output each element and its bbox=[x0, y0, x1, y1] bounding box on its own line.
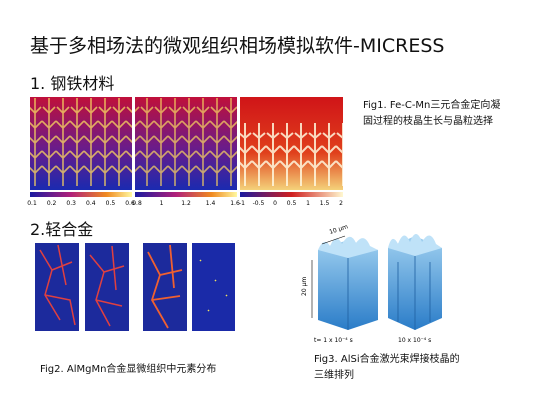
colorbar-label: 1.2 bbox=[181, 200, 191, 207]
colorbar-label: -0.5 bbox=[253, 200, 265, 207]
colorbar-label: 0 bbox=[273, 200, 277, 207]
colorbar-label: 0.5 bbox=[287, 200, 297, 207]
colorbar-label: 0.3 bbox=[66, 200, 76, 207]
colorbar-label: 0.2 bbox=[47, 200, 57, 207]
colorbar-label: 0.6 bbox=[125, 200, 135, 207]
fig3-time-left: t= 1 x 10⁻⁴ s bbox=[314, 337, 353, 344]
fig1-dendrites-3 bbox=[240, 97, 343, 190]
figure-caption: Fig3. AlSi合金激光束焊接枝晶的三维排列 bbox=[314, 354, 460, 381]
section-heading: 2.轻合金 bbox=[30, 220, 94, 239]
colorbar-label: 0.4 bbox=[86, 200, 96, 207]
colorbar-label: -1 bbox=[239, 200, 245, 207]
colorbar-1 bbox=[30, 192, 132, 197]
fig3-time-right: 10 x 10⁻⁴ s bbox=[398, 337, 431, 344]
colorbar-label: 1.5 bbox=[320, 200, 330, 207]
figure-caption: Fig2. AlMgMn合金显微组织中元素分布 bbox=[40, 364, 217, 375]
colorbar-label: 1 bbox=[160, 200, 164, 207]
colorbar-label: 0.5 bbox=[106, 200, 116, 207]
colorbar-label: 1 bbox=[306, 200, 310, 207]
fig1-dendrites-2 bbox=[135, 97, 237, 190]
fig3-cubes bbox=[311, 234, 442, 330]
fig1-dendrites-1 bbox=[30, 97, 132, 190]
title: 基于多相场法的微观组织相场模拟软件-MICRESS bbox=[30, 35, 445, 57]
colorbar-3 bbox=[240, 192, 343, 197]
colorbar-label: 1.6 bbox=[230, 200, 240, 207]
colorbar-label: 1.4 bbox=[206, 200, 216, 207]
colorbar-label: 2 bbox=[339, 200, 343, 207]
section-heading: 1. 钢铁材料 bbox=[30, 74, 115, 93]
fig3-width-label: 10 μm bbox=[328, 223, 349, 236]
fig3-height-label: 20 μm bbox=[301, 277, 308, 296]
colorbar-2 bbox=[135, 192, 237, 197]
colorbar-label: 0.8 bbox=[132, 200, 142, 207]
figure-caption: Fig1. Fe-C-Mn三元合金定向凝固过程的枝晶生长与晶粒选择 bbox=[363, 100, 501, 127]
colorbar-label: 0.1 bbox=[27, 200, 37, 207]
fig2-images bbox=[35, 243, 235, 331]
